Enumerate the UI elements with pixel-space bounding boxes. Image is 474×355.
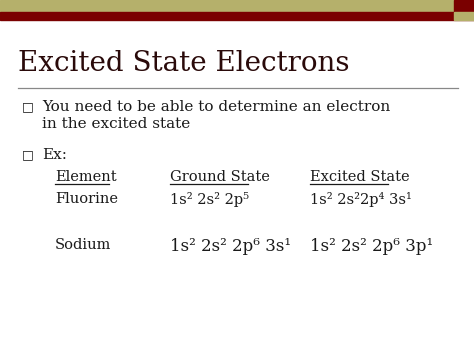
Text: You need to be able to determine an electron: You need to be able to determine an elec… (42, 100, 390, 114)
Text: Excited State Electrons: Excited State Electrons (18, 50, 349, 77)
Bar (454, 12, 474, 20)
Text: Ex:: Ex: (42, 148, 67, 162)
Text: in the excited state: in the excited state (42, 117, 190, 131)
Text: Sodium: Sodium (55, 238, 111, 252)
Text: 1s² 2s² 2p⁶ 3p¹: 1s² 2s² 2p⁶ 3p¹ (310, 238, 433, 255)
Text: Fluorine: Fluorine (55, 192, 118, 206)
Text: □: □ (22, 148, 34, 161)
Text: 1s² 2s²2p⁴ 3s¹: 1s² 2s²2p⁴ 3s¹ (310, 192, 412, 207)
Bar (0, 12, 474, 20)
Text: 1s² 2s² 2p⁶ 3s¹: 1s² 2s² 2p⁶ 3s¹ (170, 238, 291, 255)
Text: Excited State: Excited State (310, 170, 410, 184)
Text: Ground State: Ground State (170, 170, 270, 184)
Text: □: □ (22, 100, 34, 113)
Bar (0, 0, 474, 12)
Bar (454, 0, 474, 12)
Text: 1s² 2s² 2p⁵: 1s² 2s² 2p⁵ (170, 192, 249, 207)
Text: Element: Element (55, 170, 117, 184)
